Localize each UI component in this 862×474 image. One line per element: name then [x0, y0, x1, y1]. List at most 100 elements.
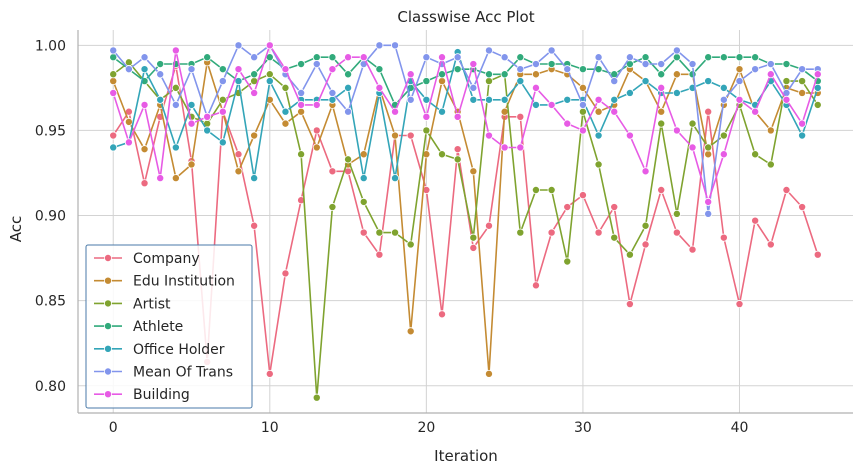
- data-point: [610, 107, 619, 116]
- data-point: [171, 46, 180, 55]
- data-point: [798, 77, 807, 86]
- data-point: [751, 150, 760, 159]
- data-point: [704, 209, 713, 218]
- data-point: [547, 186, 556, 195]
- x-tick-label: 10: [261, 420, 279, 436]
- data-point: [563, 203, 572, 212]
- data-point: [719, 150, 728, 159]
- data-point: [688, 143, 697, 152]
- data-point: [484, 131, 493, 140]
- legend-swatch-marker: [104, 276, 113, 285]
- data-point: [813, 250, 822, 259]
- data-point: [187, 119, 196, 128]
- data-point: [453, 145, 462, 154]
- legend: Company Edu Institution Artist Athlete Offic…: [85, 244, 253, 409]
- data-point: [610, 95, 619, 104]
- data-point: [500, 107, 509, 116]
- data-point: [641, 60, 650, 69]
- data-point: [109, 131, 118, 140]
- data-point: [766, 160, 775, 169]
- data-point: [782, 60, 791, 69]
- data-point: [406, 70, 415, 79]
- data-point: [719, 131, 728, 140]
- data-point: [312, 60, 321, 69]
- data-point: [704, 197, 713, 206]
- data-point: [484, 95, 493, 104]
- data-point: [344, 83, 353, 92]
- data-point: [375, 41, 384, 50]
- data-point: [140, 179, 149, 188]
- data-point: [531, 281, 540, 290]
- data-point: [281, 83, 290, 92]
- data-point: [563, 65, 572, 74]
- data-point: [469, 83, 478, 92]
- data-point: [531, 100, 540, 109]
- data-point: [469, 60, 478, 69]
- data-point: [453, 112, 462, 121]
- data-point: [657, 70, 666, 79]
- legend-box: [85, 244, 253, 409]
- data-point: [766, 240, 775, 249]
- data-point: [375, 65, 384, 74]
- chart-title: Classwise Acc Plot: [397, 8, 534, 26]
- x-tick-label: 40: [731, 420, 749, 436]
- legend-swatch-marker: [104, 390, 113, 399]
- data-point: [531, 186, 540, 195]
- data-point: [578, 100, 587, 109]
- data-point: [719, 233, 728, 242]
- data-point: [312, 53, 321, 62]
- data-point: [281, 119, 290, 128]
- series-line: [112, 44, 819, 203]
- data-point: [187, 100, 196, 109]
- data-point: [516, 65, 525, 74]
- data-point: [438, 310, 447, 319]
- data-point: [500, 53, 509, 62]
- data-point: [218, 65, 227, 74]
- data-point: [328, 53, 337, 62]
- data-point: [297, 60, 306, 69]
- data-point: [516, 228, 525, 237]
- data-point: [359, 228, 368, 237]
- data-point: [704, 53, 713, 62]
- data-point: [391, 131, 400, 140]
- data-point: [171, 174, 180, 183]
- data-point: [281, 65, 290, 74]
- data-point: [453, 53, 462, 62]
- data-point: [328, 65, 337, 74]
- data-point: [203, 112, 212, 121]
- legend-label: Artist: [133, 296, 171, 312]
- data-point: [484, 221, 493, 230]
- data-point: [171, 143, 180, 152]
- data-point: [297, 150, 306, 159]
- data-point: [234, 77, 243, 86]
- series-line: [112, 56, 819, 106]
- data-point: [484, 77, 493, 86]
- data-point: [672, 228, 681, 237]
- data-point: [672, 209, 681, 218]
- y-tick-label: 1.00: [35, 38, 66, 54]
- data-point: [625, 250, 634, 259]
- data-point: [610, 233, 619, 242]
- data-point: [766, 126, 775, 135]
- data-point: [359, 174, 368, 183]
- legend-swatch-marker: [104, 367, 113, 376]
- data-point: [641, 240, 650, 249]
- data-point: [672, 88, 681, 97]
- data-point: [328, 88, 337, 97]
- data-point: [250, 131, 259, 140]
- data-point: [203, 126, 212, 135]
- series-3: [109, 53, 822, 109]
- data-point: [516, 143, 525, 152]
- legend-swatch-marker: [104, 299, 113, 308]
- data-point: [375, 228, 384, 237]
- data-point: [672, 126, 681, 135]
- data-point: [265, 41, 274, 50]
- data-point: [688, 119, 697, 128]
- data-point: [751, 65, 760, 74]
- data-point: [391, 107, 400, 116]
- legend-swatch-marker: [104, 322, 113, 331]
- data-point: [469, 95, 478, 104]
- data-point: [140, 145, 149, 154]
- data-point: [375, 83, 384, 92]
- y-tick-label: 0.85: [35, 294, 66, 310]
